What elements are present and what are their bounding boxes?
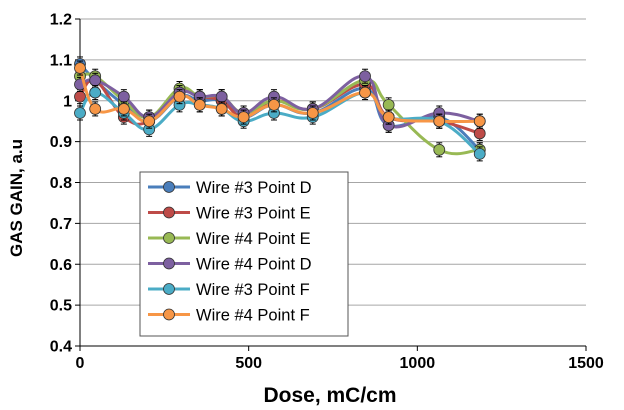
data-point [215,103,228,115]
data-point [359,86,371,99]
data-point [173,90,186,103]
data-point [89,86,102,99]
y-tick-label: 0.7 [50,216,72,233]
data-point [306,107,319,119]
y-tick-label: 1.1 [50,52,72,69]
legend-item: Wire #4 Point E [148,230,311,248]
legend-item: Wire #3 Point D [148,179,312,197]
data-point [473,115,486,128]
legend-item: Wire #4 Point F [148,307,310,325]
y-tick-label: 1.2 [50,12,72,29]
y-axis-title: GAS GAIN, a.u [7,139,26,257]
data-point [74,107,86,119]
data-point [117,103,130,115]
legend-marker [163,308,175,321]
legend-marker [163,283,175,295]
data-point [359,70,371,83]
data-point [433,143,446,156]
y-tick-label: 0.5 [50,298,72,315]
data-point [382,111,395,123]
y-tick-label: 0.9 [50,134,72,151]
x-tick-label: 500 [235,355,262,372]
data-point [382,98,395,111]
legend-marker [163,206,175,219]
x-tick-label: 1500 [568,355,604,372]
series-6 [74,60,486,129]
data-point [143,115,156,128]
legend-label: Wire #3 Point E [196,205,311,223]
legend-marker [163,181,175,193]
y-tick-label: 0.4 [50,339,72,356]
y-tick-labels: 0.4 0.5 0.6 0.7 0.8 0.9 1 1.1 1.2 [50,12,72,356]
data-point [268,98,280,111]
legend-label: Wire #3 Point F [196,281,310,299]
x-tick-label: 0 [76,355,85,372]
legend-marker [163,232,175,244]
data-point [193,98,206,111]
legend-label: Wire #4 Point D [196,256,312,274]
legend: Wire #3 Point D Wire #3 Point E Wire #4 Po… [139,171,349,337]
legend-label: Wire #4 Point E [196,230,311,248]
x-tick-label: 1000 [400,355,436,372]
data-point [89,74,102,87]
legend-item: Wire #3 Point E [148,205,311,223]
x-axis-title: Dose, mC/cm [263,384,396,407]
x-tick-labels: 0 500 1000 1500 [76,355,604,372]
data-point [473,127,486,140]
legend-item: Wire #4 Point D [148,256,312,274]
legend-box [139,171,349,337]
series-lines [74,56,486,162]
data-point [117,90,130,103]
data-point [74,90,86,103]
data-point [215,90,228,103]
legend-label: Wire #4 Point F [196,307,310,325]
legend-label: Wire #3 Point D [196,179,312,197]
y-tick-label: 0.6 [50,257,72,274]
data-point [74,62,86,74]
legend-marker [163,257,175,270]
data-point [473,147,486,160]
data-point [433,115,446,128]
y-tick-label: 1 [63,93,72,110]
data-point [237,111,250,123]
legend-item: Wire #3 Point F [148,281,310,299]
data-point [89,103,102,115]
y-tick-label: 0.8 [50,175,72,192]
